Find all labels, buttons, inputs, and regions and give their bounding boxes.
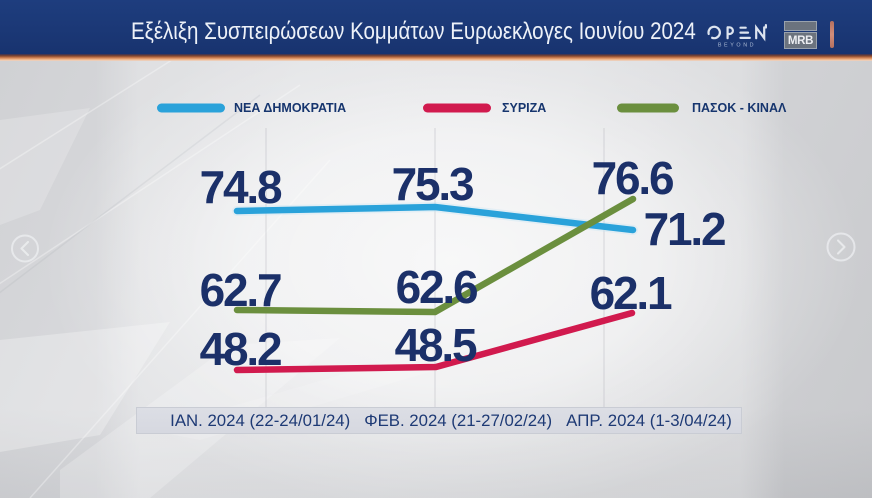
svg-text:BEYOND: BEYOND [718, 43, 756, 49]
